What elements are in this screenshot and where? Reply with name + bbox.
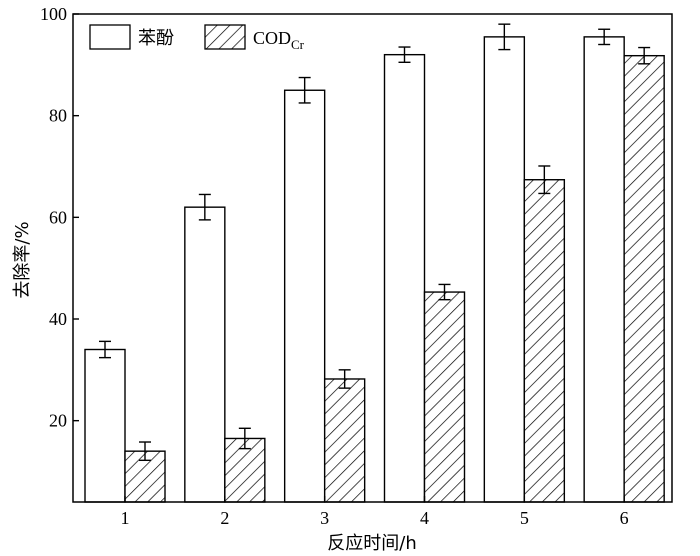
legend: 苯酚 CODCr <box>89 24 305 52</box>
plot-frame <box>72 13 673 503</box>
x-tick-label-6: 6 <box>620 508 629 528</box>
legend-swatch-phenol <box>89 24 131 50</box>
y-tick-label-80: 80 <box>49 106 67 126</box>
bar-series1-cat1 <box>84 348 126 503</box>
legend-label-cod: CODCr <box>253 28 305 52</box>
legend-label-phenol: 苯酚 <box>138 28 174 49</box>
axes-layer <box>72 13 673 503</box>
y-tick-label-40: 40 <box>49 309 67 329</box>
y-tick-label-60: 60 <box>49 207 67 227</box>
bar-series2-cat3 <box>323 378 366 503</box>
bar-series1-cat6 <box>583 36 625 503</box>
bar-series2-cat6 <box>623 54 665 503</box>
x-tick-label-4: 4 <box>420 508 429 528</box>
x-tick-label-3: 3 <box>320 508 329 528</box>
x-tick-label-2: 2 <box>220 508 229 528</box>
legend-label-cod-subscript: Cr <box>291 37 305 52</box>
ticks-layer: 20 40 60 80 100 1 2 3 4 5 6 <box>40 4 629 528</box>
legend-label-cod-main: COD <box>253 28 291 48</box>
x-axis-label: 反应时间/h <box>327 533 416 554</box>
y-tick-label-100: 100 <box>40 4 67 24</box>
bars-layer <box>84 23 665 503</box>
bar-series2-cat4 <box>423 291 466 503</box>
y-axis-label: 去除率/% <box>12 221 33 298</box>
bar-series1-cat4 <box>383 53 426 503</box>
bar-series1-cat2 <box>184 206 226 503</box>
x-tick-label-5: 5 <box>520 508 529 528</box>
legend-swatch-cod <box>204 24 246 50</box>
bar-series2-cat5 <box>523 179 566 503</box>
x-tick-label-1: 1 <box>121 508 130 528</box>
y-tick-label-20: 20 <box>49 411 67 431</box>
bar-series1-cat5 <box>483 36 526 503</box>
bar-series1-cat3 <box>283 89 326 503</box>
